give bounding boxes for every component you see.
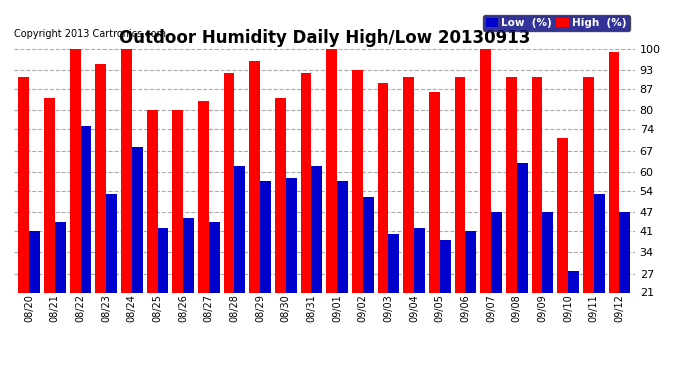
Bar <box>404 76 414 292</box>
Bar <box>466 231 476 292</box>
Bar <box>542 212 553 292</box>
Bar <box>121 49 132 292</box>
Bar <box>132 147 143 292</box>
Bar <box>286 178 297 292</box>
Bar <box>224 74 235 292</box>
Bar <box>326 49 337 292</box>
Bar <box>363 197 373 292</box>
Bar <box>260 182 271 292</box>
Bar <box>311 166 322 292</box>
Bar <box>429 92 440 292</box>
Bar <box>531 76 542 292</box>
Bar <box>106 194 117 292</box>
Bar <box>583 76 593 292</box>
Bar <box>506 76 517 292</box>
Bar <box>183 219 194 292</box>
Bar <box>55 222 66 292</box>
Bar <box>275 98 286 292</box>
Bar <box>147 111 157 292</box>
Bar <box>235 166 245 292</box>
Bar <box>95 64 106 292</box>
Bar <box>44 98 55 292</box>
Bar <box>172 111 183 292</box>
Bar <box>198 101 209 292</box>
Bar <box>81 126 91 292</box>
Bar <box>480 49 491 292</box>
Bar <box>414 228 425 292</box>
Bar <box>301 74 311 292</box>
Bar <box>568 271 579 292</box>
Bar <box>609 52 620 292</box>
Bar <box>157 228 168 292</box>
Bar <box>29 231 40 292</box>
Bar <box>388 234 400 292</box>
Bar <box>620 212 630 292</box>
Bar <box>558 138 568 292</box>
Title: Outdoor Humidity Daily High/Low 20130913: Outdoor Humidity Daily High/Low 20130913 <box>119 29 530 47</box>
Bar <box>440 240 451 292</box>
Bar <box>455 76 466 292</box>
Bar <box>70 49 81 292</box>
Bar <box>517 163 528 292</box>
Bar <box>19 76 29 292</box>
Text: Copyright 2013 Cartronics.com: Copyright 2013 Cartronics.com <box>14 29 166 39</box>
Bar <box>491 212 502 292</box>
Bar <box>337 182 348 292</box>
Bar <box>249 61 260 292</box>
Bar <box>593 194 604 292</box>
Legend: Low  (%), High  (%): Low (%), High (%) <box>483 15 629 31</box>
Bar <box>377 83 388 292</box>
Bar <box>352 70 363 292</box>
Bar <box>209 222 219 292</box>
